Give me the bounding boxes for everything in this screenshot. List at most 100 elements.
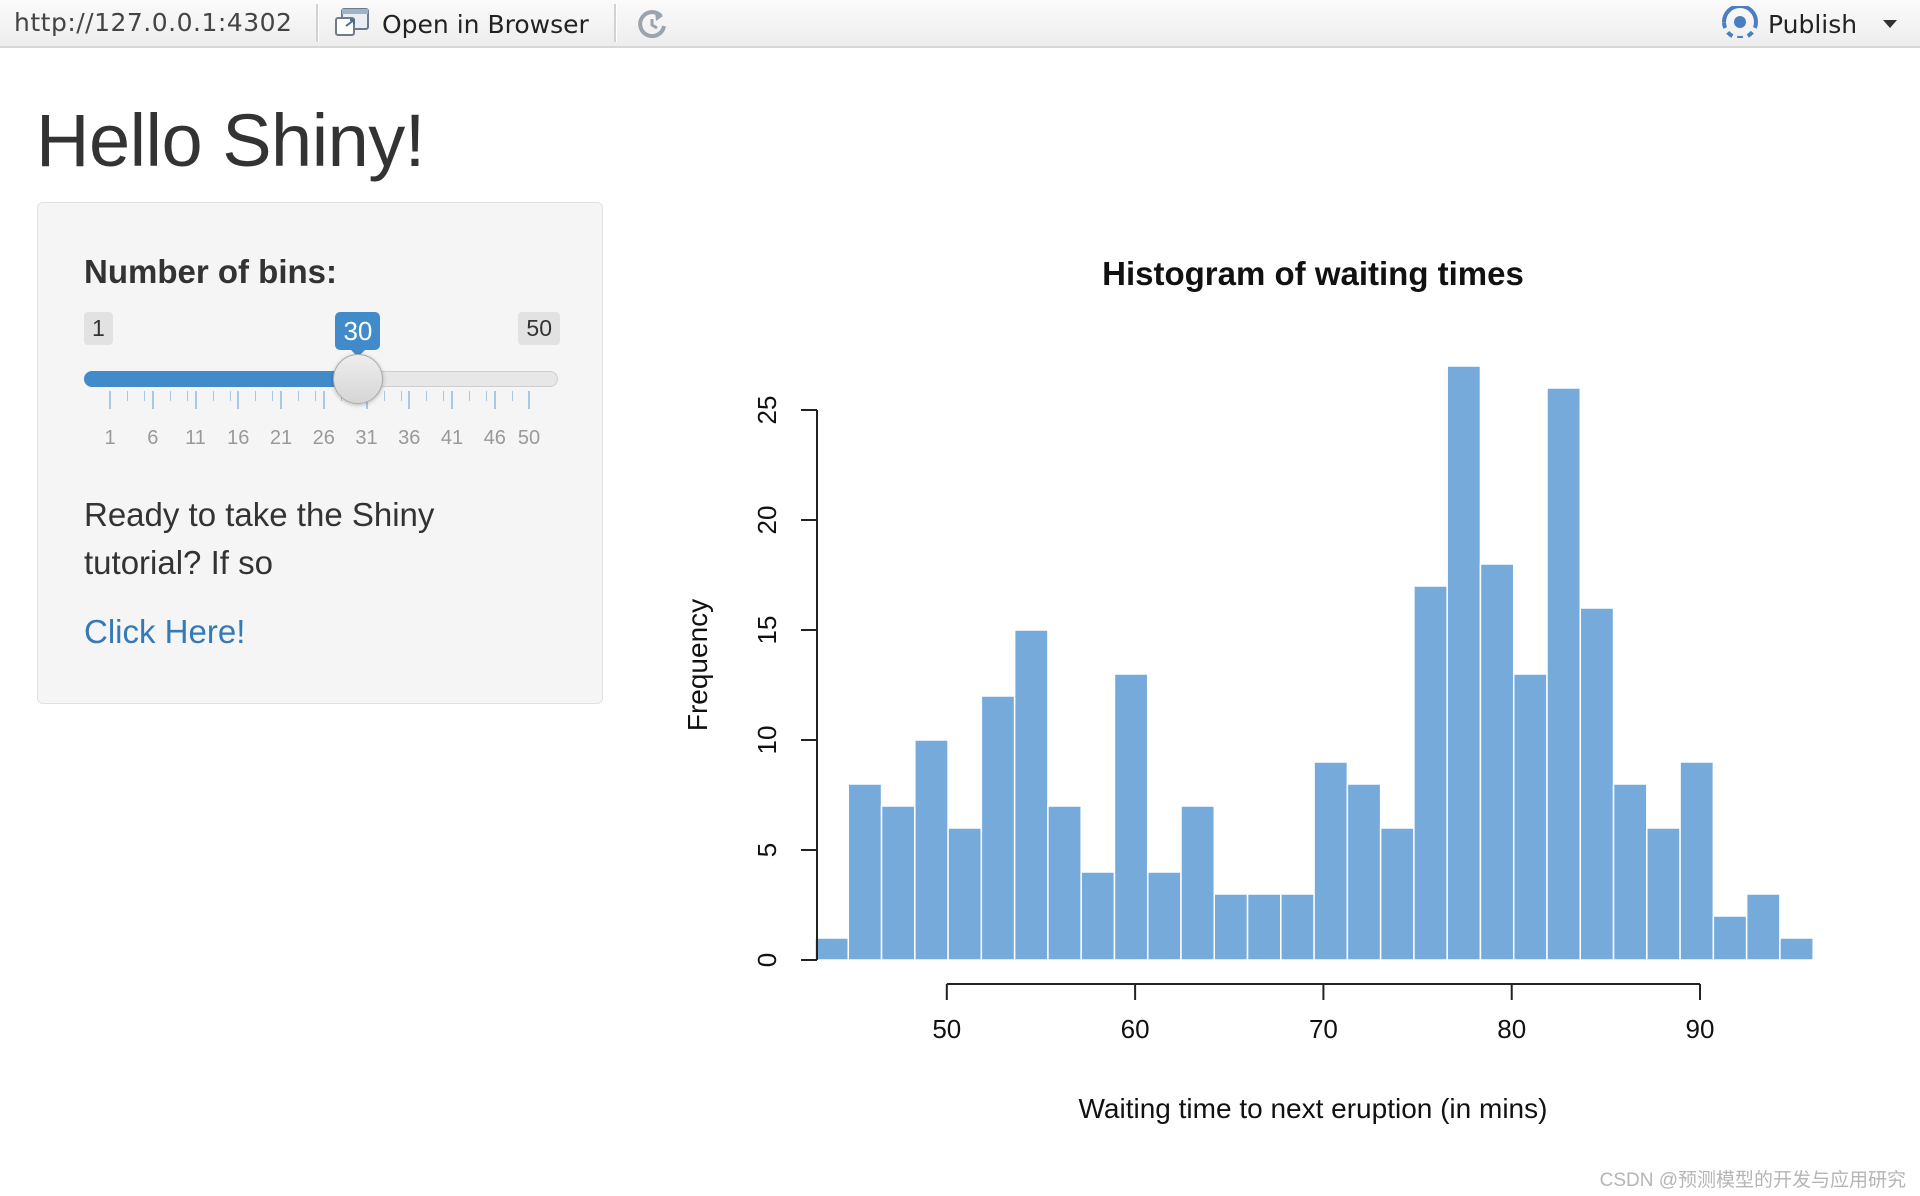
histogram-bar — [947, 827, 983, 961]
y-tick-label: 10 — [752, 726, 782, 755]
refresh-icon — [638, 10, 666, 39]
y-tick-label: 20 — [752, 506, 782, 535]
histogram-bar — [1779, 937, 1814, 961]
slider-minor-tick — [144, 391, 146, 401]
histogram-bar — [1047, 805, 1082, 961]
slider-minor-tick — [169, 391, 171, 401]
histogram-bar — [1745, 893, 1781, 961]
slider-major-tick — [322, 391, 325, 409]
slider-minor-tick — [486, 391, 488, 401]
y-tick-label: 15 — [752, 616, 782, 645]
watermark: CSDN @预测模型的开发与应用研究 — [1599, 1170, 1906, 1191]
viewer-toolbar: http://127.0.0.1:4302 Open in Browser — [0, 0, 1920, 48]
slider-major-tick — [151, 391, 154, 409]
x-tick-label: 90 — [1686, 1014, 1715, 1044]
toolbar-divider — [614, 4, 617, 42]
histogram-bar — [1679, 761, 1715, 961]
slider-min-label: 1 — [84, 312, 113, 345]
slider-minor-tick — [229, 391, 231, 401]
histogram-plot: Histogram of waiting times Frequency Wai… — [682, 255, 1814, 1124]
y-tick-label: 0 — [752, 953, 782, 967]
slider-grid: 1 6 11 16 21 26 31 36 41 46 50 — [84, 391, 560, 451]
chart-title: Histogram of waiting times — [1102, 255, 1524, 292]
slider-minor-tick — [400, 391, 402, 401]
publish-label: Publish — [1768, 9, 1858, 39]
slider-minor-tick — [186, 391, 188, 401]
url-display: http://127.0.0.1:4302 — [14, 8, 293, 37]
slider-tick-label: 36 — [398, 427, 421, 449]
x-axis: 50 60 70 80 90 — [932, 983, 1715, 1044]
open-in-browser-label: Open in Browser — [382, 9, 589, 39]
open-in-browser-icon — [334, 6, 372, 43]
slider-minor-tick — [511, 391, 513, 401]
slider-major-tick — [451, 391, 454, 409]
slider-tick-label: 31 — [355, 427, 378, 449]
histogram-bar — [1512, 673, 1548, 961]
slider-minor-tick — [383, 391, 385, 401]
publish-dropdown-caret-icon[interactable] — [1883, 20, 1897, 28]
slider-tick-label: 26 — [312, 427, 335, 449]
histogram-bar — [1246, 893, 1282, 961]
slider-tick-label: 16 — [227, 427, 250, 449]
slider-tick-label: 6 — [147, 427, 159, 449]
slider-minor-tick — [469, 391, 471, 401]
slider-value-label: 30 — [335, 312, 381, 357]
tutorial-link[interactable]: Click Here! — [84, 613, 246, 650]
slider-minor-tick — [272, 391, 274, 401]
bins-slider[interactable]: 1 50 1 6 11 16 21 26 31 36 41 46 50 30 — [84, 307, 560, 452]
histogram-bar — [980, 695, 1016, 961]
slider-minor-tick — [443, 391, 445, 401]
open-in-browser-button[interactable]: Open in Browser — [334, 7, 589, 41]
slider-minor-tick — [426, 391, 428, 401]
slider-handle[interactable] — [332, 354, 383, 404]
slider-major-tick — [408, 391, 411, 409]
slider-major-tick — [528, 391, 530, 409]
histogram-bar — [814, 937, 850, 961]
histogram-bars — [814, 365, 1814, 961]
histogram-bar — [1612, 783, 1648, 961]
slider-major-tick — [194, 391, 197, 409]
histogram-bar — [1113, 673, 1149, 961]
refresh-button[interactable] — [634, 6, 670, 42]
slider-minor-tick — [255, 391, 257, 401]
histogram-bar — [847, 783, 883, 961]
histogram-bar — [1446, 365, 1482, 961]
y-tick-label: 25 — [752, 396, 782, 425]
x-axis-label: Waiting time to next eruption (in mins) — [1079, 1093, 1548, 1124]
slider-tick-label: 21 — [269, 427, 293, 449]
slider-minor-tick — [127, 391, 129, 401]
sidebar-panel: Number of bins: 1 50 1 6 11 16 21 26 31 36 41 46 5… — [37, 202, 603, 704]
slider-minor-tick — [212, 391, 214, 401]
x-tick-label: 50 — [932, 1014, 961, 1044]
slider-major-tick — [237, 391, 240, 409]
slider-major-tick — [493, 391, 496, 409]
slider-max-label: 50 — [518, 312, 560, 345]
histogram-bar — [1646, 827, 1681, 961]
histogram-bar — [1346, 783, 1382, 961]
y-tick-label: 5 — [752, 843, 782, 857]
histogram-bar — [1146, 871, 1182, 961]
histogram-bar — [914, 739, 949, 961]
slider-tick-label: 1 — [104, 427, 116, 449]
y-axis: 0 5 10 15 20 25 — [752, 396, 818, 967]
slider-minor-tick — [315, 391, 317, 401]
histogram-bar — [1546, 387, 1582, 961]
histogram-bar — [1080, 871, 1116, 961]
slider-tick-label: 46 — [483, 427, 506, 449]
histogram-bar — [1712, 915, 1748, 961]
histogram-bar — [1379, 827, 1415, 961]
slider-major-tick — [280, 391, 283, 409]
histogram-bar — [1180, 805, 1216, 961]
y-axis-label: Frequency — [682, 599, 713, 731]
histogram-bar — [1013, 629, 1049, 961]
x-tick-label: 80 — [1497, 1014, 1526, 1044]
publish-icon — [1720, 3, 1760, 43]
histogram-bar — [1579, 607, 1615, 961]
publish-button[interactable]: Publish — [1720, 3, 1858, 43]
tutorial-text: Ready to take the Shiny tutorial? If so — [84, 496, 435, 581]
x-tick-label: 70 — [1309, 1014, 1338, 1044]
histogram-bar — [1413, 585, 1448, 961]
toolbar-divider — [316, 4, 319, 42]
histogram-bar — [880, 805, 916, 961]
slider-tick-label: 50 — [517, 427, 541, 449]
